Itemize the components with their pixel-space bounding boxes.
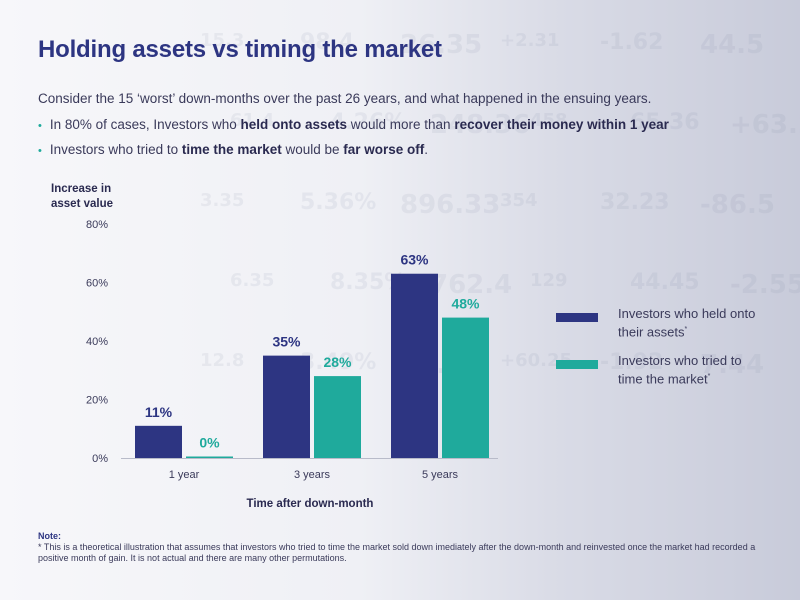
note-text: * This is a theoretical illustration tha…	[38, 542, 756, 563]
bullet-dot-icon: •	[38, 145, 42, 157]
y-tick-label: 40%	[86, 336, 108, 348]
y-axis-label: Increase in asset value	[51, 183, 113, 210]
bar-held	[263, 355, 310, 458]
x-tick-label: 5 years	[422, 469, 459, 481]
bar-held	[135, 425, 182, 458]
bar-timed	[314, 376, 361, 458]
legend-swatch-held	[556, 313, 598, 322]
y-tick-label: 80%	[86, 219, 108, 231]
x-axis-label: Time after down-month	[247, 498, 374, 510]
bullet-text: Investors who tried to time the market w…	[49, 142, 429, 157]
intro-text: Consider the 15 ‘worst’ down-months over…	[38, 91, 652, 106]
bar-held	[391, 273, 438, 458]
bullet-dot-icon: •	[38, 120, 42, 132]
y-tick-label: 60%	[86, 278, 108, 290]
page-title: Holding assets vs timing the market	[38, 36, 442, 63]
note-heading: Note:	[38, 531, 61, 541]
data-label: 11%	[145, 404, 173, 420]
bar-timed	[442, 317, 489, 458]
bullet-list: • In 80% of cases, Investors who held ont…	[38, 113, 669, 163]
x-tick-label: 1 year	[169, 469, 200, 481]
bullet-text: In 80% of cases, Investors who held onto…	[49, 117, 669, 132]
data-label: 48%	[451, 296, 480, 312]
data-label: 28%	[323, 354, 352, 370]
data-label: 35%	[272, 334, 301, 350]
y-tick-label: 20%	[86, 395, 108, 407]
bar-timed	[186, 456, 233, 458]
legend-swatch-timed	[556, 360, 598, 369]
bullet-item-2: • Investors who tried to time the market …	[38, 138, 669, 163]
data-label: 63%	[400, 252, 429, 268]
y-tick-label: 0%	[92, 453, 108, 465]
legend-label-timed: Investors who tried to time the market*	[618, 353, 742, 387]
x-tick-label: 3 years	[294, 469, 331, 481]
legend-label-held: Investors who held onto their assets*	[618, 306, 756, 340]
data-label: 0%	[199, 435, 220, 451]
footnote: Note: * This is a theoretical illustrati…	[38, 531, 768, 564]
bullet-item-1: • In 80% of cases, Investors who held ont…	[38, 113, 669, 138]
